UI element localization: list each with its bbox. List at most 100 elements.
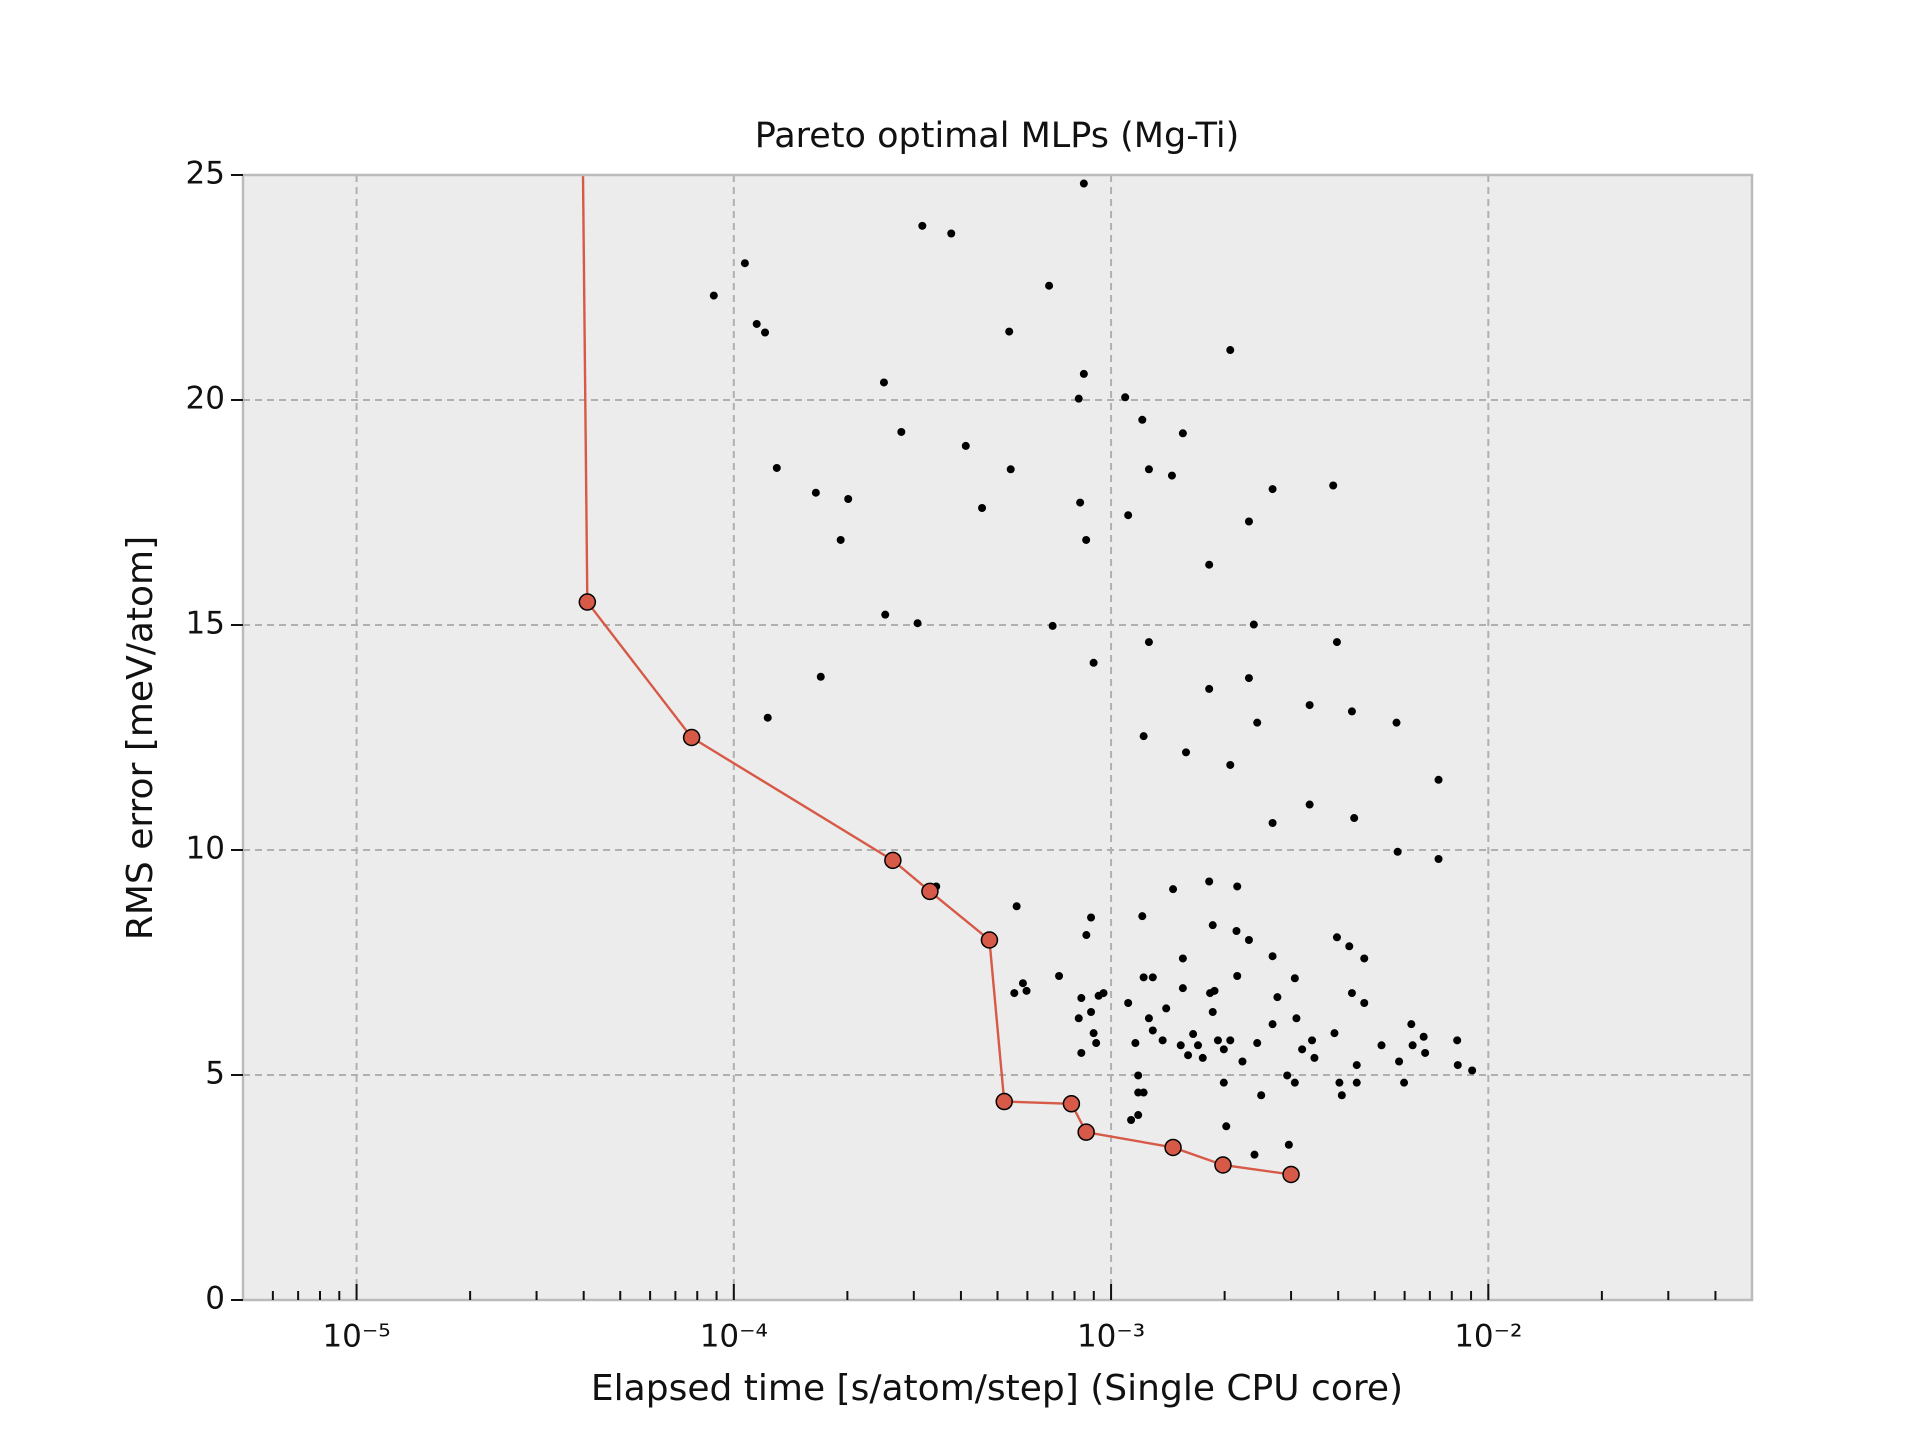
- y-tick-label: 20: [186, 381, 225, 417]
- data-point: [1219, 1078, 1228, 1087]
- data-point: [1352, 1078, 1361, 1087]
- data-point: [1144, 1014, 1153, 1023]
- data-point: [1244, 674, 1253, 683]
- data-point: [1079, 179, 1088, 188]
- data-point: [1408, 1041, 1417, 1050]
- data-point: [1360, 954, 1369, 963]
- data-point: [1018, 979, 1027, 988]
- data-point: [1284, 1140, 1293, 1149]
- x-tick-label: 10⁻³: [1077, 1319, 1145, 1355]
- data-point: [1329, 481, 1338, 490]
- data-point: [1305, 800, 1314, 809]
- data-point: [1393, 847, 1402, 856]
- data-point: [1048, 621, 1057, 630]
- data-point: [1407, 1020, 1416, 1029]
- pareto-point: [682, 728, 701, 747]
- data-point: [1330, 1029, 1339, 1038]
- y-tick-label: 15: [186, 606, 225, 642]
- data-point: [709, 291, 718, 300]
- data-point: [1244, 936, 1253, 944]
- pareto-point: [578, 593, 597, 611]
- data-point: [1082, 535, 1091, 544]
- y-tick-label: 25: [186, 156, 225, 192]
- data-point: [1283, 1071, 1292, 1080]
- data-point: [1167, 471, 1176, 480]
- data-point: [1148, 973, 1157, 982]
- data-point: [1360, 999, 1369, 1007]
- x-tick-label: 10⁻⁵: [322, 1319, 390, 1355]
- data-point: [1082, 931, 1091, 940]
- data-point: [1176, 1041, 1185, 1050]
- y-tick-label: 10: [186, 831, 225, 867]
- data-point: [1074, 1014, 1083, 1023]
- data-point: [772, 463, 781, 472]
- data-point: [1453, 1061, 1462, 1070]
- data-point: [1335, 1078, 1344, 1087]
- data-point: [1332, 638, 1341, 647]
- data-point: [1205, 877, 1214, 886]
- data-point: [1134, 1071, 1143, 1080]
- data-point: [1198, 1053, 1207, 1062]
- data-point: [1055, 972, 1064, 980]
- data-point: [1232, 927, 1241, 935]
- data-point: [961, 441, 970, 450]
- data-point: [1337, 1091, 1346, 1100]
- data-point: [1124, 999, 1133, 1007]
- data-point: [1421, 1048, 1430, 1057]
- x-tick-label: 10⁻⁴: [700, 1319, 768, 1355]
- data-point: [1005, 327, 1014, 336]
- data-point: [1189, 1030, 1198, 1039]
- data-point: [1310, 1053, 1319, 1062]
- data-point: [1332, 933, 1341, 942]
- data-point: [1194, 1041, 1203, 1050]
- data-point: [1077, 1048, 1086, 1057]
- y-tick-label: 5: [205, 1056, 225, 1092]
- data-point: [1434, 855, 1443, 863]
- data-point: [836, 535, 845, 544]
- data-point: [1400, 1078, 1409, 1087]
- data-point: [752, 319, 761, 328]
- data-point: [897, 427, 906, 436]
- data-point: [761, 328, 770, 337]
- data-point: [1208, 1008, 1217, 1016]
- data-point: [1178, 429, 1187, 438]
- data-point: [1222, 1122, 1231, 1131]
- data-point: [879, 378, 888, 387]
- data-point: [1138, 912, 1147, 921]
- data-point: [1377, 1041, 1386, 1050]
- data-point: [1089, 1029, 1098, 1038]
- pareto-point: [1062, 1095, 1081, 1113]
- data-point: [918, 221, 927, 230]
- data-point: [1208, 921, 1217, 930]
- data-point: [1268, 485, 1277, 494]
- data-point: [1138, 415, 1147, 424]
- data-point: [1074, 394, 1083, 403]
- data-point: [1226, 760, 1235, 769]
- chart-title: Pareto optimal MLPs (Mg-Ti): [755, 116, 1240, 156]
- data-point: [1144, 465, 1153, 474]
- x-tick-label: 10⁻²: [1454, 1319, 1522, 1355]
- data-point: [1076, 498, 1085, 507]
- pareto-point: [1282, 1165, 1300, 1184]
- data-point: [1419, 1032, 1428, 1041]
- data-point: [881, 610, 890, 619]
- data-point: [1453, 1036, 1462, 1045]
- data-point: [1006, 465, 1015, 474]
- data-point: [1290, 974, 1299, 983]
- pareto-point: [980, 931, 999, 949]
- data-point: [1213, 1036, 1222, 1045]
- marks: [578, 175, 1477, 1184]
- data-point: [1250, 1150, 1259, 1159]
- x-axis-label: Elapsed time [s/atom/step] (Single CPU c…: [591, 1368, 1403, 1409]
- data-point: [1184, 1051, 1193, 1060]
- data-point: [1268, 1020, 1277, 1029]
- data-point: [1253, 1039, 1262, 1048]
- data-point: [978, 504, 987, 512]
- data-point: [1268, 952, 1277, 961]
- data-point: [1392, 718, 1401, 727]
- y-tick-label: 0: [205, 1281, 225, 1317]
- data-point: [1352, 1061, 1361, 1070]
- data-point: [1205, 560, 1214, 569]
- data-point: [1233, 882, 1242, 891]
